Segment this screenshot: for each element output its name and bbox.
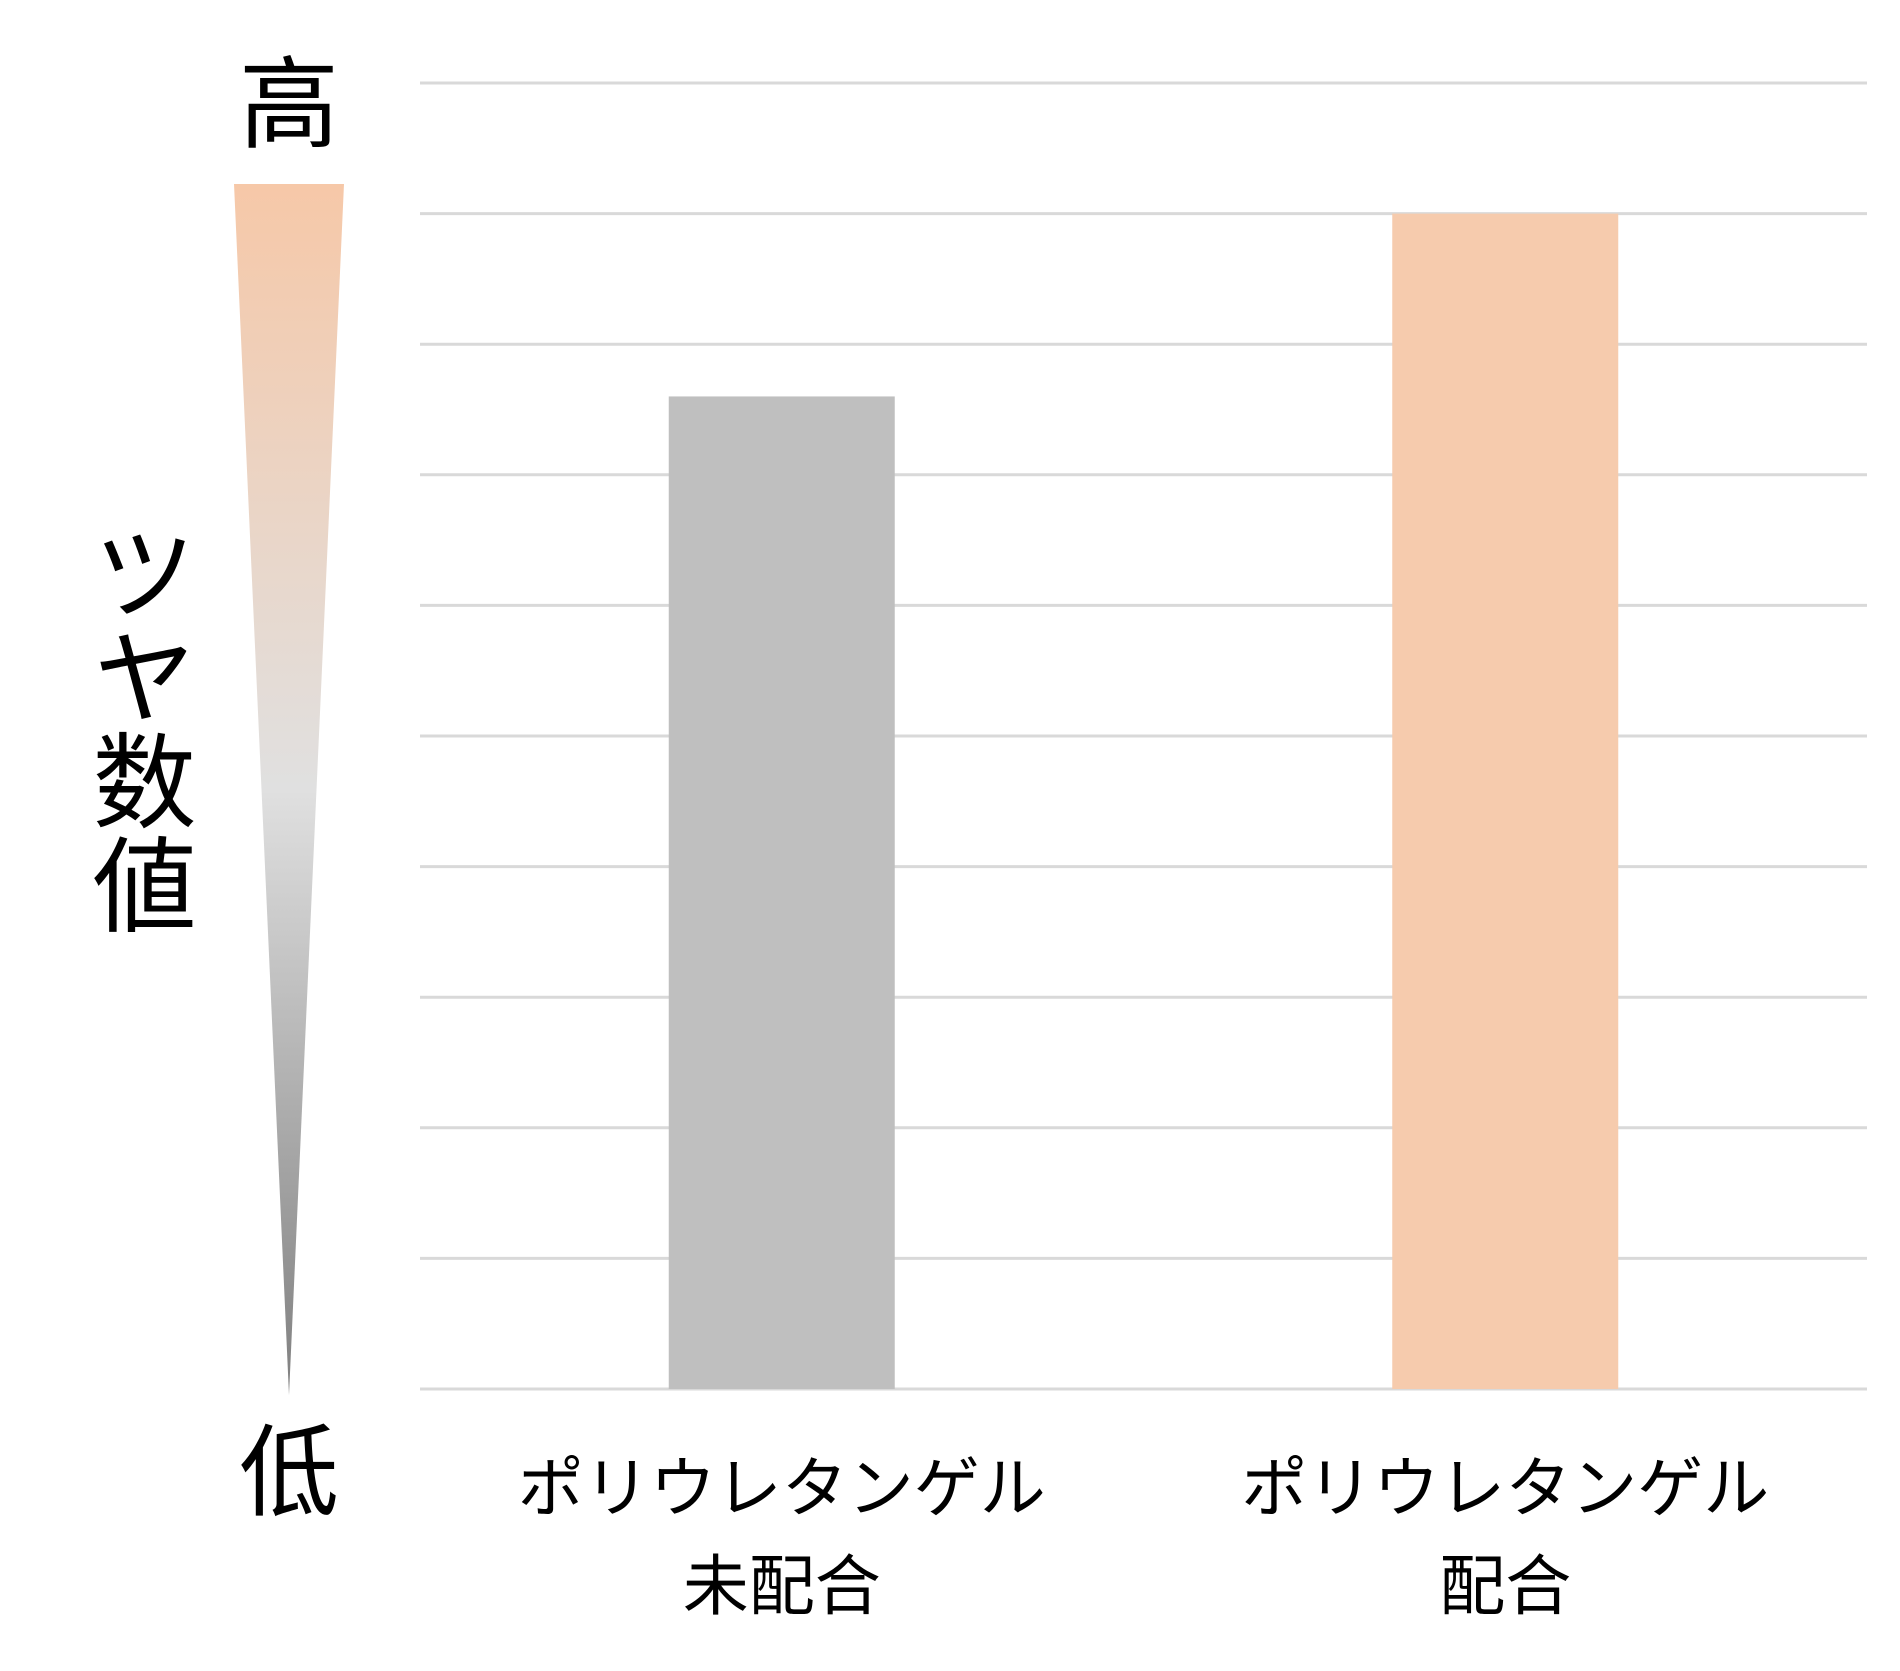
y-axis-label: ツヤ数値 — [74, 520, 196, 936]
high-label: 高 — [239, 46, 339, 163]
x-tick-label: ポリウレタンゲル — [1241, 1450, 1769, 1527]
x-tick-label: ポリウレタンゲル — [518, 1450, 1046, 1527]
scale-wedge — [234, 184, 344, 1395]
bar — [1392, 213, 1619, 1390]
low-label: 低 — [239, 1414, 339, 1531]
x-tick-label: 未配合 — [683, 1548, 881, 1625]
x-tick-label: 配合 — [1439, 1548, 1571, 1625]
bar — [668, 396, 895, 1389]
